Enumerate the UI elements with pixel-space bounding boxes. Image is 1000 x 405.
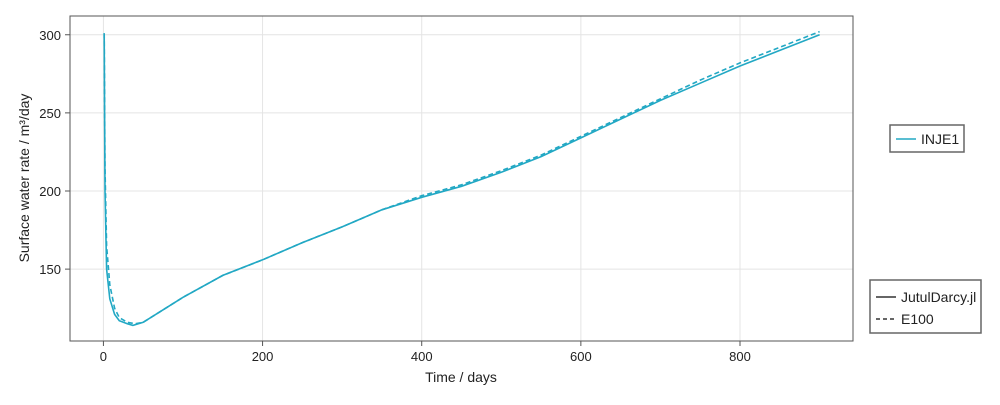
y-tick-label: 250 xyxy=(39,106,61,121)
legend-styles: JutulDarcy.jl E100 xyxy=(869,279,982,334)
x-tick-label: 0 xyxy=(100,349,107,364)
x-tick-label: 600 xyxy=(570,349,592,364)
y-tick-label: 150 xyxy=(39,262,61,277)
x-axis-label: Time / days xyxy=(425,369,497,385)
y-axis-label: Surface water rate / m³/day xyxy=(16,94,32,263)
series-line-e100 xyxy=(103,30,820,325)
x-tick-label: 200 xyxy=(252,349,274,364)
x-tick-label: 800 xyxy=(729,349,751,364)
plot-frame xyxy=(69,15,854,342)
legend-label-e100: E100 xyxy=(901,311,934,327)
legend-wells: INJE1 xyxy=(889,124,965,153)
series-line-jutuldarcy-jl xyxy=(103,33,820,327)
y-tick-label: 200 xyxy=(39,184,61,199)
y-tick-label: 300 xyxy=(39,28,61,43)
legend-label-jutuldarcy: JutulDarcy.jl xyxy=(901,289,976,305)
legend-label-inje1: INJE1 xyxy=(921,131,959,147)
x-tick-label: 400 xyxy=(411,349,433,364)
